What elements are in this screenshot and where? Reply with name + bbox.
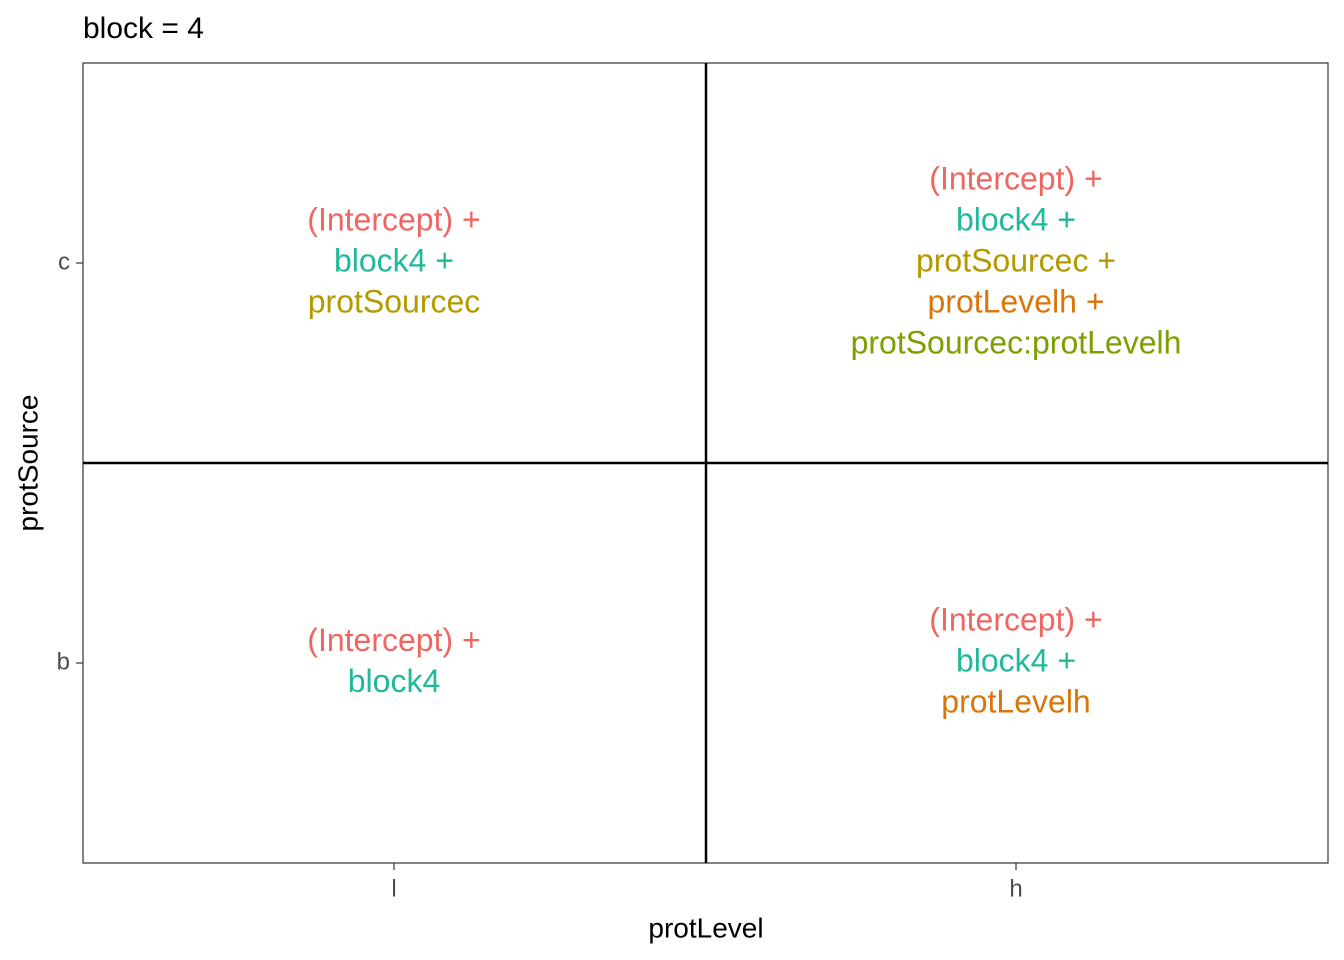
term-label: (Intercept) +	[929, 160, 1102, 196]
term-label: block4 +	[956, 642, 1076, 678]
term-label: block4 +	[956, 201, 1076, 237]
x-tick-label: l	[391, 875, 396, 902]
term-label: protSourcec	[308, 283, 481, 319]
term-label: protSourcec +	[916, 242, 1116, 278]
term-label: protSourcec:protLevelh	[851, 324, 1182, 360]
y-tick-label: c	[58, 248, 70, 275]
term-label: protLevelh	[941, 683, 1090, 719]
y-axis-label: protSource	[12, 395, 43, 532]
x-tick-label: h	[1009, 875, 1022, 902]
plot-title: block = 4	[83, 12, 204, 45]
term-label: protLevelh +	[927, 283, 1104, 319]
term-label: (Intercept) +	[307, 201, 480, 237]
term-label: (Intercept) +	[929, 601, 1102, 637]
term-label: (Intercept) +	[307, 622, 480, 658]
x-axis-label: protLevel	[648, 912, 763, 943]
term-label: block4 +	[334, 242, 454, 278]
term-label: block4	[348, 663, 441, 699]
y-tick-label: b	[57, 648, 70, 675]
